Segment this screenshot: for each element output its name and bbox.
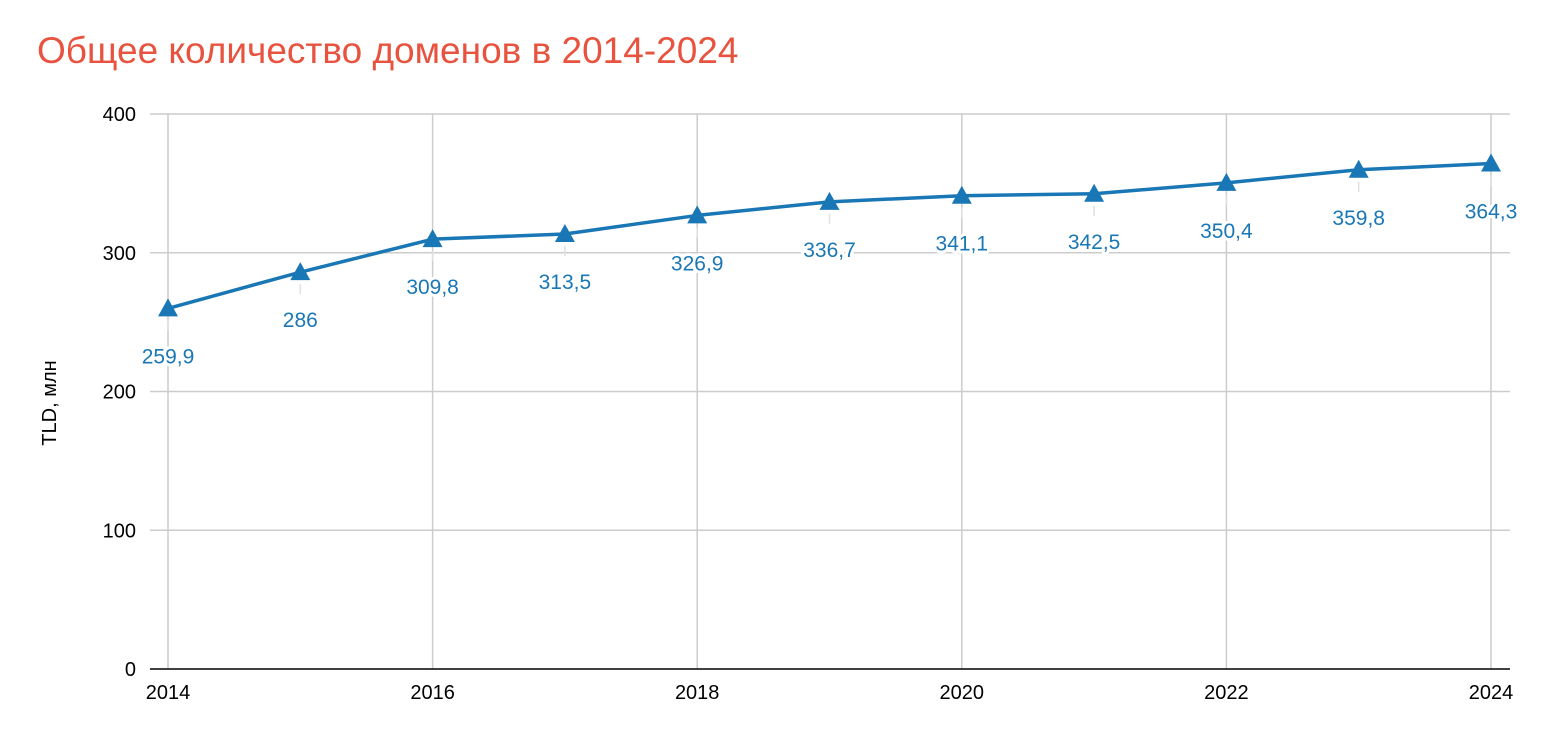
data-point-2014 (158, 298, 178, 317)
data-label-halo-2016: 309,8 (406, 276, 459, 299)
data-point-2019 (819, 191, 840, 210)
data-label-halo-2024: 364,3 (1465, 201, 1518, 224)
data-label-halo-2017: 313,5 (539, 271, 592, 294)
data-label-halo-2014: 259,9 (142, 345, 195, 368)
data-point-2020 (951, 185, 972, 204)
data-label-2014: 259,9 (142, 345, 195, 368)
data-point-2024 (1481, 153, 1501, 172)
data-series (158, 153, 1501, 317)
data-point-2017 (554, 224, 575, 243)
data-label-2015: 286 (283, 309, 318, 332)
data-label-halo-2020: 341,1 (936, 233, 989, 256)
data-label-halo-2018: 326,9 (671, 252, 724, 275)
x-tick-label-2014: 2014 (146, 682, 191, 704)
data-label-2024: 364,3 (1465, 201, 1518, 224)
data-label-halo-2023: 359,8 (1332, 207, 1385, 230)
data-label-halo-2015: 286 (283, 309, 318, 332)
data-label-halo-2022: 350,4 (1200, 220, 1253, 243)
y-tick-label-300: 300 (103, 243, 136, 265)
data-point-2016 (422, 229, 443, 248)
data-label-2022: 350,4 (1200, 220, 1253, 243)
data-label-2018: 326,9 (671, 252, 724, 275)
data-label-halo-2021: 342,5 (1068, 231, 1121, 254)
x-tick-label-2016: 2016 (410, 682, 455, 704)
data-label-2021: 342,5 (1068, 231, 1121, 254)
data-label-2016: 309,8 (406, 276, 459, 299)
data-label-2023: 359,8 (1332, 207, 1385, 230)
y-tick-label-100: 100 (103, 520, 136, 542)
y-tick-label-0: 0 (125, 659, 136, 681)
data-point-2018 (687, 205, 708, 224)
data-point-2023 (1348, 159, 1369, 178)
y-axis-title: TLD, млн (39, 360, 61, 445)
data-point-2021 (1084, 183, 1105, 202)
data-point-2015 (290, 262, 311, 281)
data-label-2020: 341,1 (936, 233, 989, 256)
chart-title: Общее количество доменов в 2014-2024 (37, 30, 739, 71)
x-tick-label-2022: 2022 (1204, 682, 1249, 704)
data-label-halo-2019: 336,7 (803, 239, 856, 262)
data-label-2019: 336,7 (803, 239, 856, 262)
data-point-2022 (1216, 172, 1237, 191)
x-tick-label-2018: 2018 (675, 682, 720, 704)
y-tick-label-200: 200 (103, 382, 136, 404)
tick-labels: 0 100 200 300 400 2014 2016 2018 2020 2022 2024 (103, 104, 1514, 704)
series-line (166, 161, 1493, 311)
y-tick-label-400: 400 (103, 104, 136, 126)
x-tick-label-2024: 2024 (1469, 682, 1514, 704)
data-label-2017: 313,5 (539, 271, 592, 294)
x-tick-label-2020: 2020 (940, 682, 985, 704)
